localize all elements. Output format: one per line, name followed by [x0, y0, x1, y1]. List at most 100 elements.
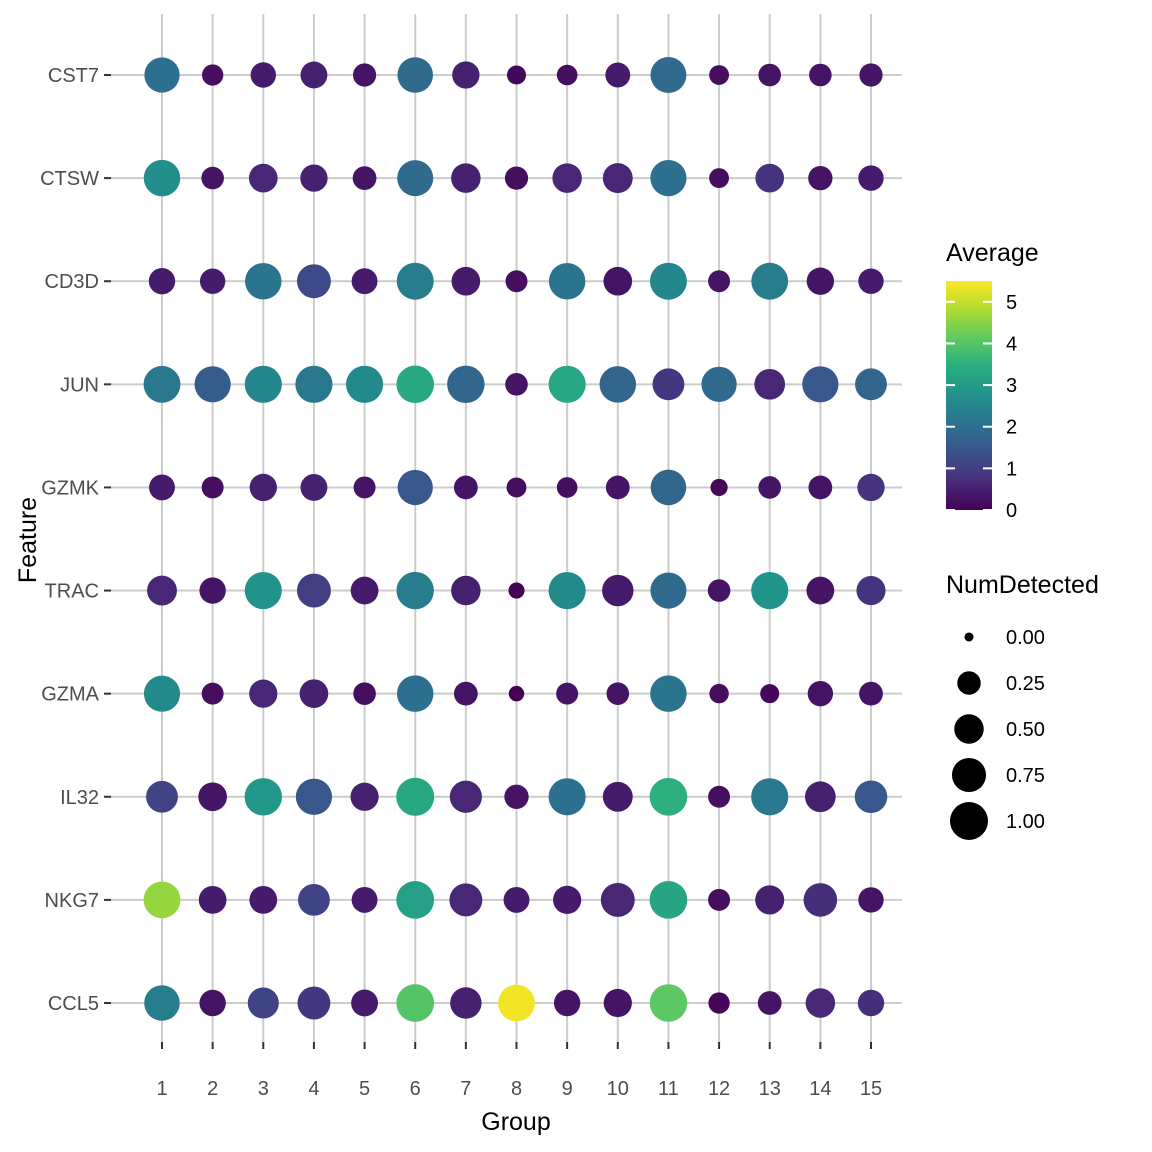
size-key-label-0.25: 0.25 [1006, 673, 1045, 695]
dot-CD3D-7 [451, 266, 481, 296]
dot-IL32-3 [244, 778, 282, 816]
dot-GZMK-6 [397, 469, 433, 506]
y-tick-label-IL32: IL32 [60, 787, 99, 809]
dot-IL32-15 [854, 780, 888, 814]
dot-TRAC-5 [350, 576, 379, 605]
colorbar-label-1: 1 [1006, 458, 1017, 480]
dot-CCL5-13 [757, 991, 782, 1015]
dot-JUN-9 [548, 365, 586, 403]
size-key-0.00 [964, 632, 974, 642]
x-tick-label-8: 8 [511, 1078, 522, 1100]
dot-CCL5-7 [450, 987, 482, 1019]
dot-GZMA-9 [556, 682, 579, 705]
dot-NKG7-3 [249, 885, 278, 914]
dot-CD3D-6 [396, 262, 434, 300]
dot-TRAC-7 [451, 575, 481, 606]
dot-TRAC-11 [650, 572, 687, 609]
y-tick-label-TRAC: TRAC [45, 581, 99, 603]
dot-JUN-11 [652, 368, 685, 401]
dot-GZMA-12 [709, 683, 729, 704]
dot-CST7-7 [452, 61, 480, 89]
dot-IL32-4 [295, 778, 333, 815]
dot-CST7-8 [506, 65, 527, 85]
size-key-0.75 [951, 757, 987, 793]
dot-CTSW-14 [808, 165, 833, 191]
dot-CST7-3 [250, 62, 276, 88]
dot-GZMK-4 [300, 474, 328, 501]
dot-TRAC-13 [751, 571, 789, 610]
dot-CCL5-12 [708, 992, 730, 1014]
dot-GZMK-10 [605, 475, 630, 500]
dot-GZMA-10 [606, 682, 630, 705]
size-legend: NumDetected 0.00 0.25 0.50 0.75 1.00 [946, 571, 1099, 840]
colorbar-label-5: 5 [1006, 292, 1017, 314]
dot-GZMA-6 [396, 675, 434, 712]
dot-CD3D-8 [505, 270, 528, 293]
x-tick-label-3: 3 [258, 1078, 269, 1100]
y-tick-label-JUN: JUN [60, 374, 99, 396]
dot-NKG7-5 [351, 886, 378, 913]
dot-JUN-14 [802, 366, 839, 403]
color-legend-title: Average [946, 239, 1039, 267]
dot-TRAC-12 [707, 579, 731, 602]
dot-NKG7-13 [755, 885, 785, 915]
dot-IL32-5 [350, 782, 379, 811]
dot-CCL5-9 [553, 989, 581, 1017]
x-tick-label-11: 11 [658, 1078, 679, 1100]
x-tick-label-12: 12 [708, 1078, 730, 1100]
y-tick-label-CTSW: CTSW [40, 168, 99, 190]
dot-TRAC-3 [244, 571, 282, 610]
dot-IL32-8 [504, 784, 529, 809]
dot-CTSW-2 [201, 166, 224, 190]
dot-GZMK-5 [353, 476, 376, 499]
y-tick-label-CD3D: CD3D [45, 271, 99, 293]
dot-GZMA-7 [453, 681, 478, 706]
dot-GZMK-13 [758, 476, 782, 499]
dot-GZMA-5 [353, 682, 376, 705]
dot-JUN-4 [295, 365, 333, 403]
dot-NKG7-11 [649, 881, 688, 919]
x-tick-label-15: 15 [860, 1078, 882, 1100]
dot-IL32-10 [602, 781, 633, 812]
dot-JUN-15 [855, 368, 887, 401]
dot-CD3D-15 [858, 268, 884, 294]
dot-NKG7-10 [600, 882, 635, 917]
dot-NKG7-15 [858, 887, 884, 913]
dot-GZMA-3 [249, 679, 278, 708]
size-key-label-0.50: 0.50 [1006, 719, 1045, 741]
size-key-0.50 [954, 714, 984, 744]
dot-CD3D-11 [649, 262, 687, 300]
dot-CTSW-4 [300, 164, 328, 192]
dot-JUN-8 [505, 373, 528, 396]
dot-TRAC-6 [396, 571, 434, 610]
dot-GZMA-13 [760, 684, 780, 704]
dot-GZMA-8 [508, 685, 525, 702]
dot-GZMK-15 [857, 473, 885, 502]
dot-CCL5-4 [297, 986, 331, 1020]
dot-CTSW-9 [552, 163, 582, 193]
dot-CTSW-13 [755, 163, 785, 193]
dot-CST7-2 [201, 64, 224, 86]
dot-JUN-3 [244, 365, 282, 403]
dot-GZMK-11 [650, 469, 687, 506]
dot-CTSW-15 [858, 165, 884, 191]
dot-GZMK-14 [808, 475, 833, 500]
color-legend: Average 0 1 2 3 4 5 [946, 239, 1039, 522]
dot-CTSW-1 [143, 159, 181, 197]
dot-GZMK-12 [710, 478, 728, 497]
dot-GZMK-8 [506, 477, 527, 498]
dot-IL32-2 [198, 782, 227, 812]
x-tick-label-6: 6 [410, 1078, 421, 1100]
dot-CTSW-10 [602, 163, 633, 194]
dot-IL32-12 [708, 785, 731, 808]
x-tick-label-13: 13 [759, 1078, 781, 1100]
dot-CD3D-10 [603, 266, 633, 296]
dot-JUN-5 [346, 365, 384, 403]
dot-JUN-2 [194, 366, 231, 403]
dot-CST7-5 [352, 63, 377, 87]
y-tick-labels: CST7 CTSW CD3D JUN GZMK TRAC GZMA IL32 NKG7 CCL5 [40, 65, 100, 1015]
dot-NKG7-12 [708, 888, 731, 911]
size-legend-keys: 0.00 0.25 0.50 0.75 1.00 [950, 627, 1045, 840]
dot-GZMA-14 [807, 680, 834, 707]
